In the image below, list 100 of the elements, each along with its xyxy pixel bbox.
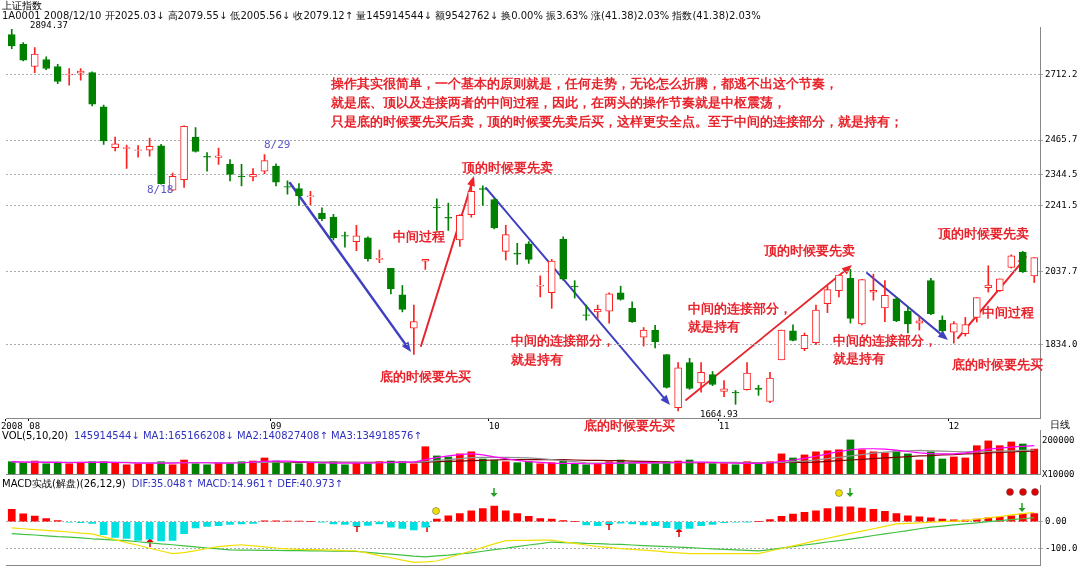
annotation: 中间的连接部分， — [511, 333, 615, 349]
candlestick — [536, 275, 545, 298]
bar — [65, 463, 74, 474]
bar — [685, 521, 694, 529]
bar — [467, 510, 476, 522]
annotation: 中间过程 — [982, 305, 1034, 321]
bar — [88, 461, 96, 474]
bar — [536, 518, 545, 522]
bar — [582, 464, 591, 474]
bar — [53, 462, 62, 474]
bar — [387, 521, 395, 528]
bar — [501, 510, 510, 522]
bar — [444, 515, 453, 522]
bar — [168, 464, 177, 474]
bar — [651, 521, 659, 527]
chart-subtitle: DIF:35.048↑ MACD:14.961↑ DEF:40.973↑ — [131, 478, 343, 489]
annotation: 只是底的时候要先买后卖，顶的时候要先卖后买，这样更安全点。至于中间的连接部分，就是持有； — [331, 114, 903, 130]
bar — [1030, 513, 1039, 522]
bar — [19, 462, 28, 474]
bar — [111, 462, 119, 474]
bar — [961, 457, 970, 474]
candlestick — [720, 380, 728, 397]
chart-title: 上证指数 — [2, 0, 42, 11]
bar — [203, 464, 211, 474]
bar — [881, 452, 889, 474]
text: X10000 — [1042, 468, 1075, 480]
annotation: 顶的时候要先卖 — [764, 243, 855, 259]
bar — [674, 521, 682, 530]
bar — [869, 508, 878, 522]
bar — [766, 519, 774, 522]
text: 底的时候要先买 — [584, 418, 675, 434]
bar — [915, 516, 924, 522]
annotation: 顶的时候要先卖 — [938, 226, 1029, 242]
annotation: 8/18 — [147, 183, 174, 197]
bar — [513, 513, 522, 522]
bar — [180, 521, 188, 534]
bar — [364, 463, 372, 474]
bar — [789, 513, 797, 522]
bar — [524, 515, 533, 522]
bar — [168, 521, 177, 541]
bar — [720, 463, 728, 474]
bar — [904, 453, 912, 474]
x-tick-label: 12 — [948, 420, 960, 431]
bar — [318, 463, 326, 474]
chart-title: VOL(5,10,20) — [2, 430, 69, 441]
x-tick-label: 10 — [488, 420, 500, 431]
bar — [99, 521, 108, 536]
x-tick-label: 09 — [270, 420, 282, 431]
bar — [835, 506, 843, 522]
bar — [30, 515, 39, 522]
y-tick-label: -100.0 — [1045, 543, 1078, 554]
bar — [593, 463, 602, 474]
bar — [823, 508, 832, 522]
bar — [122, 521, 131, 539]
annotation: 底的时候要先买 — [380, 369, 471, 385]
bar — [7, 508, 16, 522]
y-tick-label: 2037.7 — [1045, 265, 1078, 276]
annotation: 就是持有 — [833, 351, 885, 367]
annotation: 2894.37 — [30, 20, 68, 31]
bar — [1030, 448, 1039, 474]
annotation: 操作其实很简单，一个基本的原则就是，任何走势，无论怎么折腾，都逃不出这个节奏， — [331, 76, 838, 92]
bar — [455, 513, 464, 522]
bar — [341, 521, 349, 525]
bar — [582, 521, 591, 526]
bar — [972, 445, 981, 474]
text: 200000 — [1042, 434, 1075, 446]
y-tick-label: 2712.2 — [1045, 68, 1078, 79]
bar — [226, 463, 234, 474]
bar — [547, 518, 556, 522]
bar — [697, 462, 705, 474]
chart-subtitle: 145914544↓ MA1:165166208↓ MA2:140827408↑ MA3:134918576↑ — [74, 430, 422, 441]
bar — [570, 463, 579, 474]
bar — [904, 515, 912, 522]
x-tick-label: 08 — [29, 420, 41, 431]
candlestick — [65, 68, 74, 86]
annotation: 顶的时候要先卖 — [462, 160, 553, 176]
y-tick-label: 2465.7 — [1045, 134, 1078, 145]
x-tick-label: 11 — [718, 420, 730, 431]
annotation: 中间过程 — [393, 229, 445, 245]
annotation: 中间的连接部分， — [833, 333, 937, 349]
bar — [111, 521, 119, 538]
bar — [501, 461, 510, 474]
bar — [410, 521, 418, 531]
bar — [812, 510, 820, 522]
bar — [295, 463, 303, 474]
bar — [800, 511, 809, 522]
bar — [892, 513, 901, 522]
candlestick — [984, 265, 993, 293]
bar — [7, 461, 16, 474]
candlestick — [570, 280, 579, 299]
bar — [593, 521, 602, 527]
bar — [881, 511, 889, 522]
bar — [950, 456, 958, 474]
bar — [19, 513, 28, 522]
bar — [134, 521, 142, 541]
candlestick — [203, 152, 211, 172]
bar — [490, 459, 499, 474]
annotation: 1664.93 — [700, 408, 738, 420]
bar — [731, 464, 740, 474]
bar — [777, 515, 786, 522]
